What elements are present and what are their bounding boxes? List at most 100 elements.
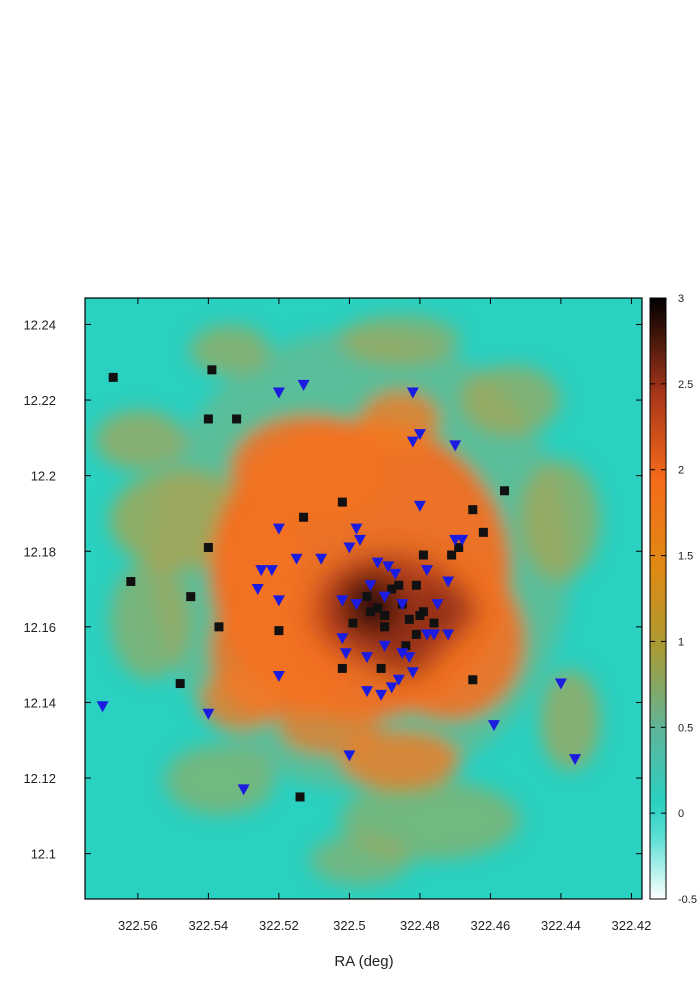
triangle-marker <box>431 599 444 611</box>
square-marker <box>394 580 404 590</box>
square-marker <box>295 792 305 802</box>
y-tick-label: 12.16 <box>23 620 56 635</box>
y-tick-label: 12.1 <box>31 847 56 862</box>
triangle-marker <box>350 599 363 611</box>
triangle-marker <box>202 708 215 720</box>
triangle-marker <box>385 682 398 694</box>
triangle-marker <box>413 429 426 441</box>
square-marker <box>380 611 390 621</box>
square-marker <box>207 365 217 375</box>
colorbar-tick-label: 0.5 <box>678 722 693 734</box>
triangle-marker <box>96 701 109 713</box>
square-marker <box>387 584 397 594</box>
triangle-marker <box>375 689 388 701</box>
triangle-marker <box>569 754 582 766</box>
triangle-marker <box>290 553 303 565</box>
triangle-marker <box>428 629 441 641</box>
x-tick-label: 322.48 <box>400 918 440 933</box>
square-marker <box>362 592 372 602</box>
triangle-marker <box>255 565 268 577</box>
triangle-marker <box>361 686 374 698</box>
x-tick-label: 322.44 <box>541 918 581 933</box>
triangle-marker <box>353 534 366 546</box>
triangle-marker <box>339 648 352 660</box>
triangle-marker <box>343 750 356 762</box>
triangle-marker <box>442 576 455 588</box>
square-marker <box>415 611 425 621</box>
square-marker <box>348 618 358 628</box>
square-marker <box>299 512 309 522</box>
triangle-marker <box>336 595 349 607</box>
triangle-marker <box>272 387 285 399</box>
square-marker <box>186 592 196 602</box>
triangle-marker <box>297 379 310 391</box>
triangle-marker <box>378 640 391 652</box>
triangle-marker <box>343 542 356 554</box>
triangle-marker <box>456 534 469 546</box>
square-marker <box>232 414 242 424</box>
triangle-marker <box>420 565 433 577</box>
triangle-marker <box>350 523 363 535</box>
square-marker <box>337 663 347 673</box>
colorbar-ticks: -0.5 0 0.5 1 1.5 2 2.5 3 <box>650 293 697 906</box>
colorbar-tick-label: -0.5 <box>678 894 697 906</box>
triangle-marker <box>449 440 462 452</box>
square-marker <box>214 622 224 632</box>
triangle-marker <box>406 667 419 679</box>
x-tick-label: 322.54 <box>189 918 229 933</box>
square-marker <box>468 505 478 515</box>
triangle-marker <box>272 595 285 607</box>
square-marker <box>454 542 464 552</box>
colorbar <box>649 297 667 900</box>
density-map <box>85 298 642 899</box>
triangle-marker <box>406 387 419 399</box>
square-marker <box>500 486 510 496</box>
square-marker <box>376 663 386 673</box>
square-marker <box>401 641 411 651</box>
square-marker <box>447 550 457 560</box>
triangle-marker <box>272 523 285 535</box>
y-tick-label: 12.2 <box>31 469 56 484</box>
plot-frame <box>84 297 643 900</box>
x-tick-label: 322.5 <box>333 918 366 933</box>
square-marker <box>404 614 414 624</box>
square-marker <box>373 603 383 613</box>
square-marker <box>203 542 213 552</box>
triangle-marker <box>364 580 377 592</box>
square-marker <box>366 607 376 617</box>
triangle-marker <box>413 500 426 512</box>
triangle-marker <box>392 674 405 686</box>
triangle-marker <box>403 652 416 664</box>
x-axis: 322.56 322.54 322.52 322.5 322.48 322.46 322.4… <box>118 298 651 933</box>
y-tick-label: 12.22 <box>23 393 56 408</box>
square-marker <box>418 550 428 560</box>
colorbar-tick-label: 1 <box>678 636 684 648</box>
triangle-marker <box>406 436 419 448</box>
x-axis-title: RA (deg) <box>334 953 393 970</box>
square-marker <box>203 414 213 424</box>
triangle-marker <box>378 591 391 603</box>
square-marker <box>175 679 185 689</box>
triangle-marker <box>382 561 395 573</box>
square-marker <box>126 576 136 586</box>
square-marker <box>468 675 478 685</box>
colorbar-tick-label: 1.5 <box>678 551 693 563</box>
square-marker <box>478 527 488 537</box>
y-tick-label: 12.24 <box>23 317 56 332</box>
y-tick-label: 12.12 <box>23 771 56 786</box>
colorbar-tick-label: 3 <box>678 293 684 305</box>
x-tick-label: 322.42 <box>612 918 652 933</box>
triangle-marker <box>487 720 500 732</box>
triangle-marker <box>389 568 402 580</box>
triangle-marker <box>237 784 250 796</box>
square-marker <box>411 629 421 639</box>
x-tick-label: 322.56 <box>118 918 158 933</box>
x-tick-label: 322.52 <box>259 918 299 933</box>
triangle-marker <box>251 584 264 596</box>
triangle-marker <box>442 629 455 641</box>
triangle-marker <box>315 553 328 565</box>
square-marker <box>429 618 439 628</box>
series-squares <box>108 365 510 802</box>
triangle-marker <box>265 565 278 577</box>
